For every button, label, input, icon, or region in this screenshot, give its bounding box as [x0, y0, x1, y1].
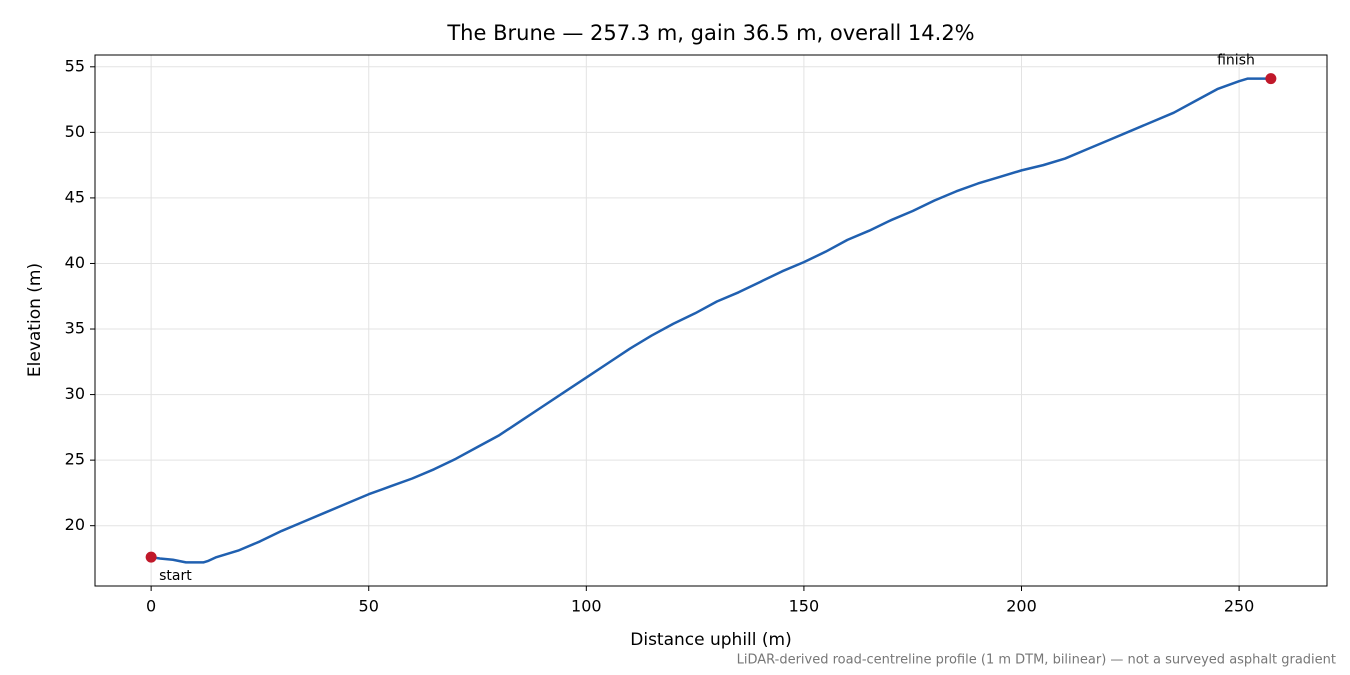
x-tick-label: 100	[571, 597, 602, 616]
y-tick-label: 20	[65, 515, 85, 534]
footnote: LiDAR-derived road-centreline profile (1…	[737, 653, 1336, 668]
plot-frame	[94, 54, 1328, 587]
y-tick-label: 50	[65, 122, 85, 141]
y-axis-label: Elevation (m)	[25, 263, 45, 377]
y-tick-label: 30	[65, 384, 85, 403]
y-tick-label: 40	[65, 253, 85, 272]
chart-title: The Brune — 257.3 m, gain 36.5 m, overal…	[446, 21, 974, 45]
y-tick-label: 35	[65, 319, 85, 338]
y-tick-label: 25	[65, 450, 85, 469]
endpoint-label: finish	[1217, 53, 1255, 69]
endpoint-marker	[1265, 73, 1277, 85]
x-tick-label: 50	[359, 597, 379, 616]
endpoint-label: start	[159, 568, 192, 584]
x-tick-label: 200	[1006, 597, 1037, 616]
y-tick-label: 55	[65, 56, 85, 75]
endpoint-marker	[145, 551, 157, 563]
y-tick-label: 45	[65, 187, 85, 206]
x-axis-label: Distance uphill (m)	[630, 630, 791, 650]
profile-line	[150, 77, 1271, 564]
x-tick-label: 0	[146, 597, 156, 616]
x-tick-label: 250	[1224, 597, 1255, 616]
x-tick-label: 150	[789, 597, 820, 616]
